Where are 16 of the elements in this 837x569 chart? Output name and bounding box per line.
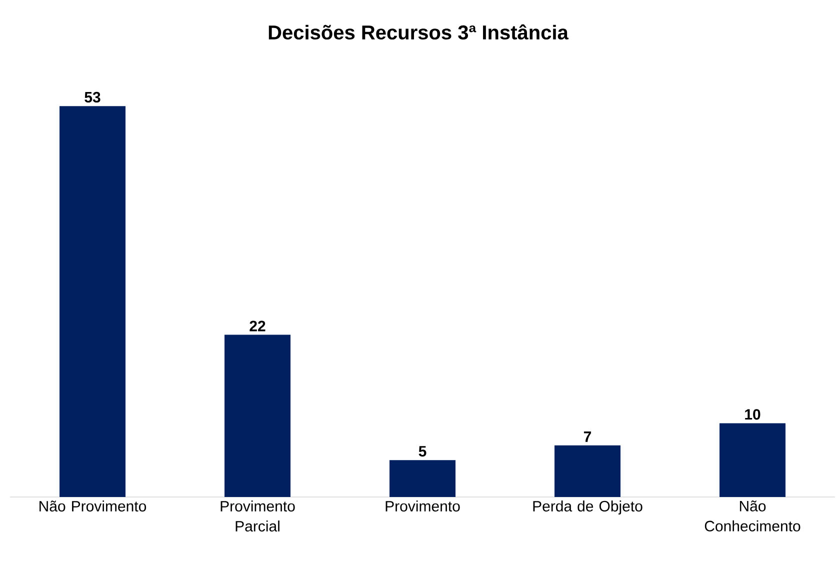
x-tick-label: Provimento: [386, 500, 460, 512]
bar: [224, 334, 291, 497]
bar: [390, 460, 456, 497]
data-label: 10: [745, 409, 760, 420]
x-tick-label: Perda de Objeto: [533, 500, 642, 514]
data-label: 53: [84, 92, 100, 103]
chart-title: Decisões Recursos 3ª Instância: [268, 24, 569, 40]
x-tick-label: Provimento Parcial: [220, 500, 295, 532]
bar: [60, 106, 126, 497]
data-label: 22: [250, 320, 266, 332]
bar: [720, 423, 786, 497]
data-label: 7: [584, 432, 592, 442]
x-tick-label: Não Conhecimento: [704, 500, 800, 532]
data-label: 5: [418, 446, 426, 457]
x-tick-label: Não Provimento: [40, 500, 146, 512]
bar: [554, 445, 621, 497]
